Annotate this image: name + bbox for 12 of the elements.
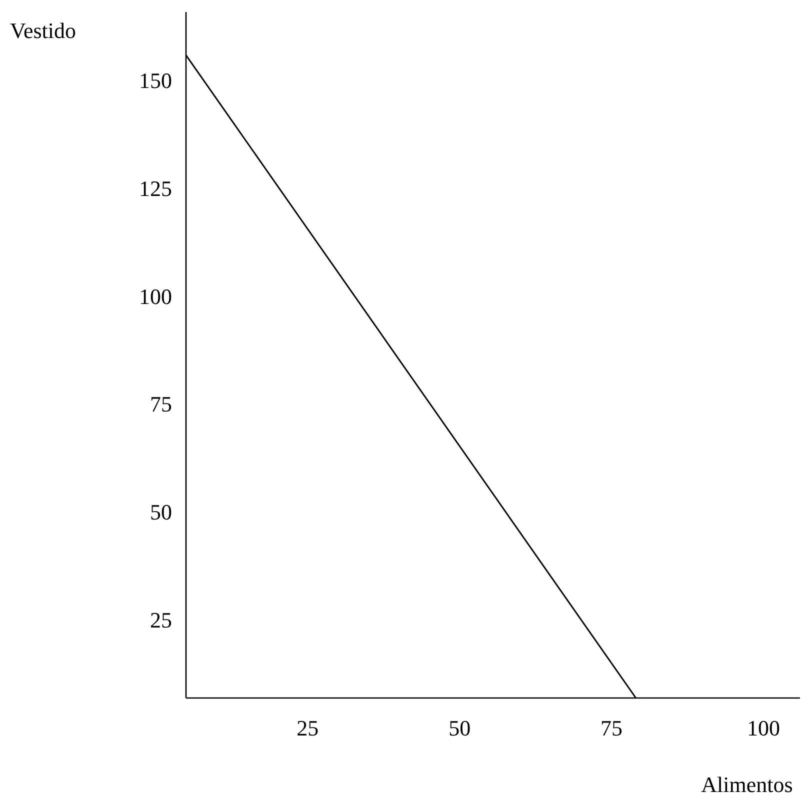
y-tick-label: 125: [139, 176, 172, 201]
x-tick-label: 50: [448, 716, 471, 741]
y-tick-label: 50: [150, 500, 172, 525]
x-tick-label: 100: [747, 716, 780, 741]
x-axis-title: Alimentos: [701, 772, 793, 797]
y-tick-label: 75: [150, 392, 172, 417]
y-tick-label: 100: [139, 284, 172, 309]
x-tick-label: 75: [600, 716, 623, 741]
y-tick-label: 25: [150, 607, 172, 632]
x-tick-label: 25: [296, 716, 319, 741]
y-tick-label: 150: [139, 68, 172, 94]
y-axis-title: Vestido: [10, 18, 76, 43]
